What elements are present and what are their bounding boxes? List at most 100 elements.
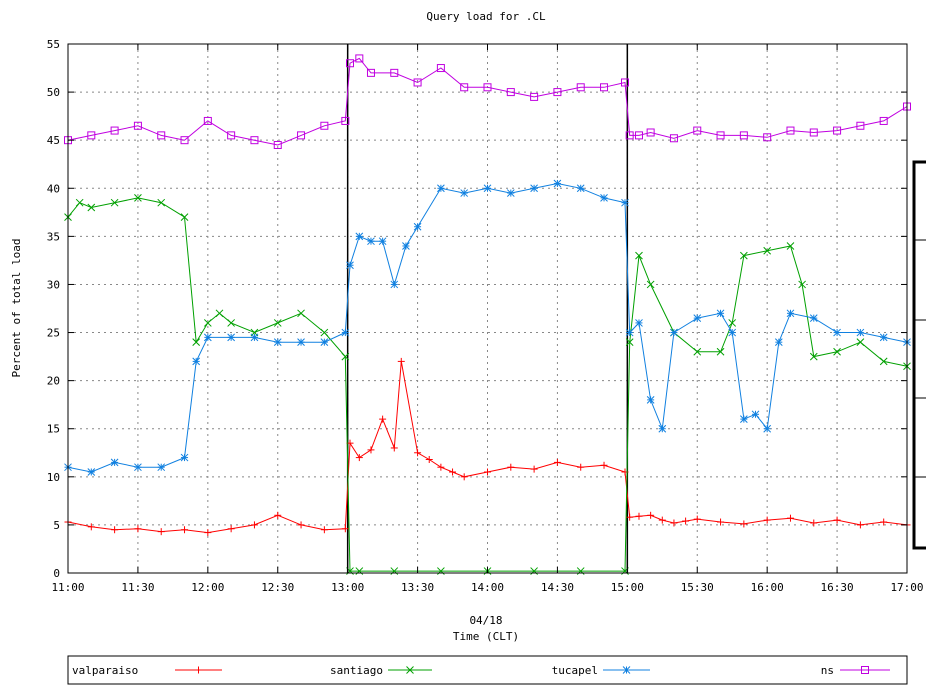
data-point [449,468,457,476]
data-point [402,242,410,250]
data-point [774,338,783,347]
data-point [341,328,350,337]
data-point [87,468,96,476]
data-point [833,516,841,524]
data-point [621,78,630,87]
data-point [861,666,869,674]
data-point [134,525,142,533]
data-point [646,280,655,289]
data-point [530,184,538,193]
legend-entry-santiago: santiago [330,664,432,677]
y-tick-label: 0 [53,567,60,580]
data-point [483,83,492,92]
y-tick-label: 45 [47,134,60,147]
data-point [625,338,634,347]
data-point [413,222,422,231]
data-point [658,424,667,433]
data-point [341,352,350,361]
x-tick-label: 12:00 [191,581,224,594]
data-point [297,131,306,140]
chart-grid [68,44,907,573]
data-point [75,198,84,207]
data-point [110,126,119,135]
x-tick-label: 11:00 [51,581,84,594]
data-point [110,458,119,467]
data-point [320,338,329,347]
data-point [297,521,305,529]
data-point [413,78,422,87]
data-point [297,309,305,318]
data-point [669,134,678,143]
chart-title: Query load for .CL [426,10,546,23]
data-point [390,444,398,452]
data-point [483,184,492,193]
data-point [576,184,585,193]
x-tick-label: 16:30 [821,581,854,594]
data-point [634,131,643,140]
data-point [833,126,842,135]
data-point [406,666,414,674]
x-tick-label: 11:30 [121,581,154,594]
series-line [67,197,908,572]
data-point [297,338,305,347]
data-point [390,68,399,77]
data-point [133,121,142,130]
x-tick-label: 13:30 [401,581,434,594]
data-point [355,232,364,241]
data-point [751,410,760,419]
data-point [600,194,608,202]
data-point [646,128,655,137]
data-point [320,526,328,534]
data-point [763,424,772,433]
data-point [341,525,349,533]
data-point [274,511,282,519]
data-point [157,463,166,472]
data-point [693,314,702,322]
data-point [379,415,387,423]
data-point [366,68,375,77]
data-point [203,116,212,125]
data-point [437,184,445,193]
data-point [810,519,818,527]
data-point [227,525,235,533]
data-point [809,314,818,322]
data-point [215,309,224,318]
data-point [227,319,235,327]
data-point [181,526,189,534]
data-point [693,515,701,523]
data-point [739,131,748,140]
data-point [367,446,375,454]
data-point [320,121,329,130]
data-point [320,328,329,337]
data-point [87,523,95,531]
y-tick-label: 50 [47,86,60,99]
data-point [577,463,585,471]
x-tick-label: 16:00 [751,581,784,594]
data-point [879,357,888,366]
y-axis-label: Percent of total load [10,238,23,377]
y-tick-label: 55 [47,38,60,51]
data-point [192,338,201,347]
data-point [879,116,888,125]
data-point [341,116,350,125]
data-point [460,189,469,197]
data-point [693,126,702,135]
y-tick-label: 40 [47,182,60,195]
legend-label: valparaiso [72,664,138,677]
data-point [635,251,643,260]
x-tick-label: 15:00 [611,581,644,594]
data-point [346,261,354,270]
x-axis-label: Time (CLT) [453,630,519,643]
data-point [600,461,608,469]
y-tick-label: 20 [47,375,60,388]
legend-label: santiago [330,664,383,677]
data-point [157,131,166,140]
data-point [506,189,515,197]
data-point [786,126,795,135]
x-tick-label: 17:00 [890,581,923,594]
data-point [856,338,865,347]
data-point [250,333,259,342]
x-tick-label: 15:30 [681,581,714,594]
side-box-overlay [912,160,926,550]
data-point [180,453,189,462]
